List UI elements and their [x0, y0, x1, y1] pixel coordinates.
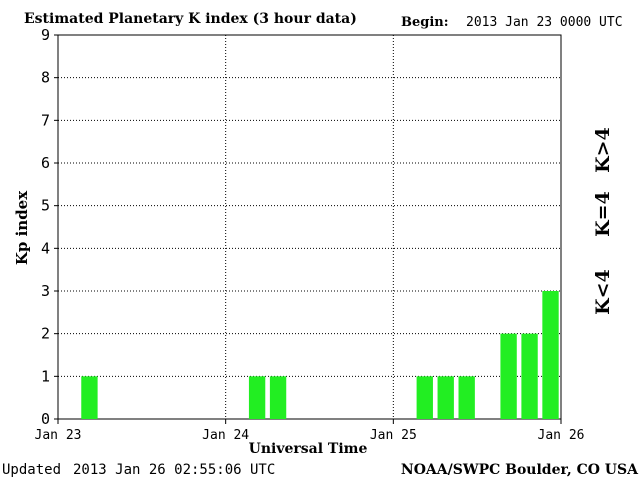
y-axis-label: Kp index	[13, 190, 31, 265]
x-axis-label: Universal Time	[249, 441, 368, 457]
legend-k-equal-4: K=4	[592, 191, 614, 237]
kp-bar	[269, 376, 287, 419]
y-tick-label: 6	[41, 154, 50, 172]
kp-bar	[437, 376, 454, 419]
y-tick-label: 5	[41, 197, 50, 215]
kp-bar	[458, 376, 475, 419]
kp-bar	[248, 376, 266, 419]
x-tick-label: Jan 24	[202, 428, 249, 443]
kp-bar	[416, 376, 433, 419]
x-tick-label: Jan 26	[538, 428, 585, 443]
kp-bar	[542, 291, 559, 419]
kp-bar	[521, 333, 538, 419]
y-tick-label: 7	[41, 111, 50, 129]
plot-area: 0 1 2 3 4 5 6 7 8 9 Jan 23 Jan 24 Jan 25 Jan 26	[35, 26, 585, 443]
y-tick-label: 0	[41, 410, 50, 428]
begin-value: 2013 Jan 23 0000 UTC	[466, 15, 623, 30]
y-tick-label: 4	[41, 239, 50, 257]
plot-frame	[57, 34, 562, 420]
y-tick-label: 2	[41, 325, 50, 343]
y-tick-label: 8	[41, 69, 50, 87]
begin-label: Begin:	[401, 15, 449, 30]
legend-k-less-4: K<4	[592, 269, 614, 315]
chart-title: Estimated Planetary K index (3 hour data…	[24, 11, 357, 27]
updated-label: Updated	[2, 462, 61, 478]
y-tick-label: 1	[41, 367, 50, 385]
y-tick-label: 9	[41, 26, 50, 44]
legend-k-greater-4: K>4	[592, 127, 614, 173]
kp-bar	[81, 376, 98, 419]
updated-value: 2013 Jan 26 02:55:06 UTC	[73, 462, 275, 478]
x-tick-label: Jan 25	[370, 428, 417, 443]
kp-bar	[500, 333, 517, 419]
x-tick-label: Jan 23	[35, 428, 82, 443]
y-tick-label: 3	[41, 282, 50, 300]
credit-text: NOAA/SWPC Boulder, CO USA	[401, 462, 639, 478]
